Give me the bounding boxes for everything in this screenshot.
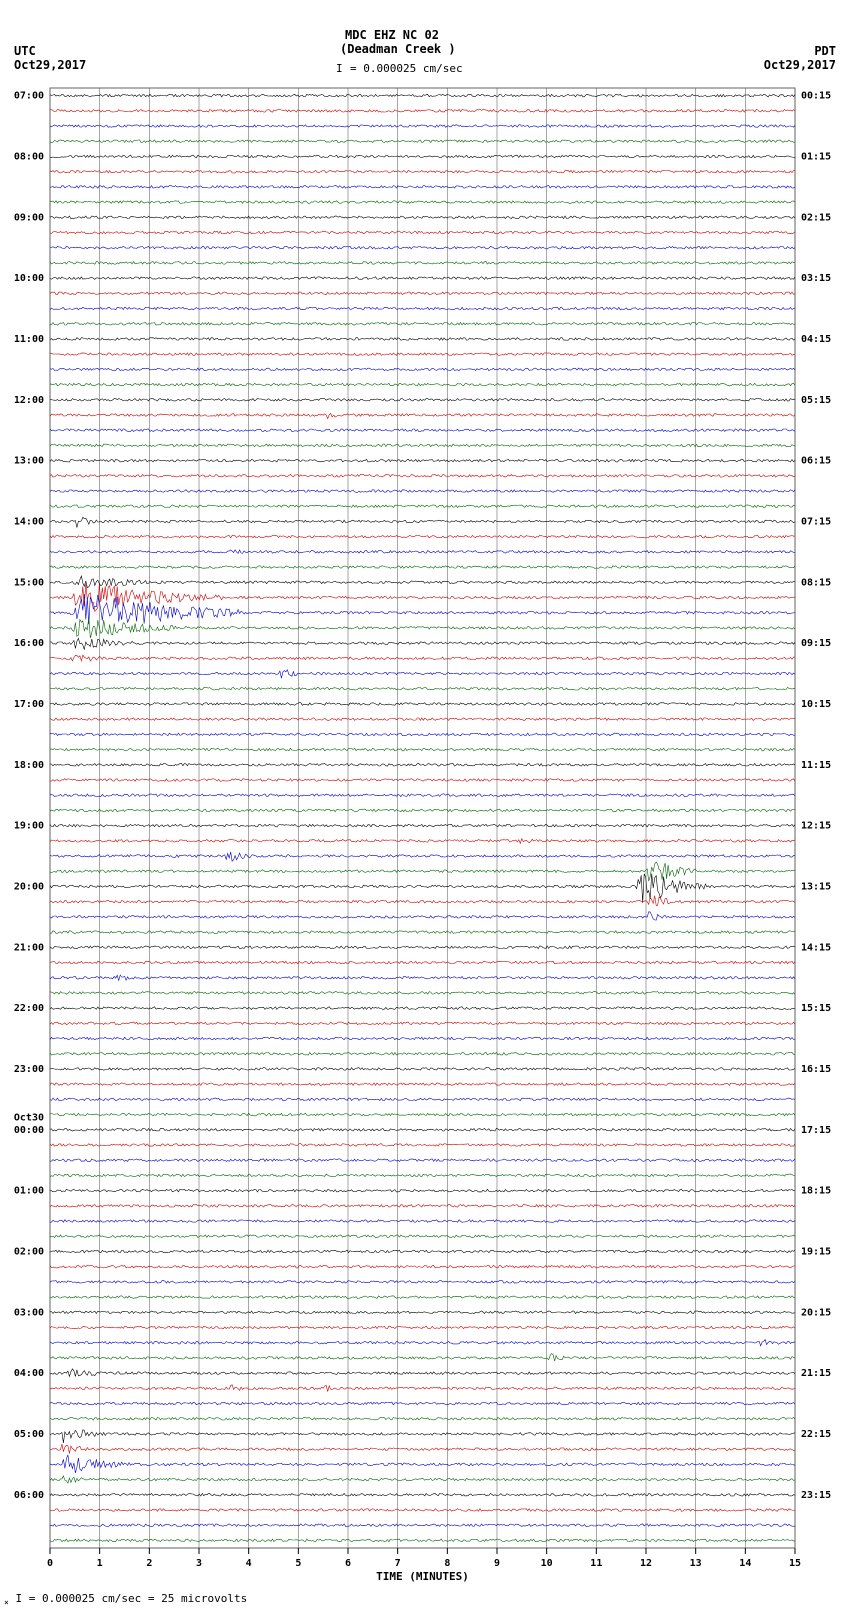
seismogram-svg: 0123456789101112131415TIME (MINUTES)07:0… <box>0 0 850 1613</box>
svg-text:02:00: 02:00 <box>14 1246 44 1257</box>
svg-text:Oct30: Oct30 <box>14 1113 44 1124</box>
svg-text:07:00: 07:00 <box>14 91 44 102</box>
svg-text:11:00: 11:00 <box>14 334 44 345</box>
svg-text:16:15: 16:15 <box>801 1064 831 1075</box>
svg-text:01:00: 01:00 <box>14 1186 44 1197</box>
svg-text:11:15: 11:15 <box>801 760 831 771</box>
svg-text:20:00: 20:00 <box>14 881 44 892</box>
svg-text:0: 0 <box>47 1558 53 1569</box>
svg-text:00:15: 00:15 <box>801 91 831 102</box>
svg-text:21:00: 21:00 <box>14 942 44 953</box>
svg-text:19:00: 19:00 <box>14 821 44 832</box>
svg-text:04:15: 04:15 <box>801 334 831 345</box>
svg-text:15:15: 15:15 <box>801 1003 831 1014</box>
svg-text:9: 9 <box>494 1558 500 1569</box>
svg-text:22:00: 22:00 <box>14 1003 44 1014</box>
svg-text:22:15: 22:15 <box>801 1429 831 1440</box>
svg-text:5: 5 <box>295 1558 301 1569</box>
svg-text:07:15: 07:15 <box>801 516 831 527</box>
svg-text:4: 4 <box>246 1558 252 1569</box>
svg-text:17:00: 17:00 <box>14 699 44 710</box>
svg-text:2: 2 <box>146 1558 152 1569</box>
svg-text:14:15: 14:15 <box>801 942 831 953</box>
svg-text:03:00: 03:00 <box>14 1307 44 1318</box>
svg-text:14: 14 <box>739 1558 751 1569</box>
svg-text:03:15: 03:15 <box>801 273 831 284</box>
svg-text:16:00: 16:00 <box>14 638 44 649</box>
svg-text:09:15: 09:15 <box>801 638 831 649</box>
svg-text:00:00: 00:00 <box>14 1125 44 1136</box>
svg-text:04:00: 04:00 <box>14 1368 44 1379</box>
svg-text:21:15: 21:15 <box>801 1368 831 1379</box>
svg-text:6: 6 <box>345 1558 351 1569</box>
svg-text:13:15: 13:15 <box>801 881 831 892</box>
svg-text:12:15: 12:15 <box>801 821 831 832</box>
svg-text:18:15: 18:15 <box>801 1186 831 1197</box>
svg-text:13:00: 13:00 <box>14 456 44 467</box>
svg-text:17:15: 17:15 <box>801 1125 831 1136</box>
svg-text:15:00: 15:00 <box>14 577 44 588</box>
svg-text:12:00: 12:00 <box>14 395 44 406</box>
svg-text:12: 12 <box>640 1558 652 1569</box>
svg-text:15: 15 <box>789 1558 801 1569</box>
svg-text:01:15: 01:15 <box>801 151 831 162</box>
svg-text:20:15: 20:15 <box>801 1307 831 1318</box>
svg-text:05:15: 05:15 <box>801 395 831 406</box>
svg-text:19:15: 19:15 <box>801 1246 831 1257</box>
svg-text:3: 3 <box>196 1558 202 1569</box>
svg-text:09:00: 09:00 <box>14 212 44 223</box>
svg-text:02:15: 02:15 <box>801 212 831 223</box>
svg-text:TIME (MINUTES): TIME (MINUTES) <box>376 1570 469 1583</box>
svg-text:13: 13 <box>690 1558 702 1569</box>
svg-text:18:00: 18:00 <box>14 760 44 771</box>
svg-text:08:15: 08:15 <box>801 577 831 588</box>
svg-text:06:00: 06:00 <box>14 1490 44 1501</box>
svg-text:08:00: 08:00 <box>14 151 44 162</box>
svg-text:23:15: 23:15 <box>801 1490 831 1501</box>
svg-text:10:15: 10:15 <box>801 699 831 710</box>
svg-text:7: 7 <box>395 1558 401 1569</box>
seismogram-chart: MDC EHZ NC 02 (Deadman Creek ) UTC Oct29… <box>0 0 850 1613</box>
svg-text:8: 8 <box>444 1558 450 1569</box>
svg-text:11: 11 <box>590 1558 602 1569</box>
svg-text:23:00: 23:00 <box>14 1064 44 1075</box>
svg-text:10: 10 <box>541 1558 553 1569</box>
svg-text:10:00: 10:00 <box>14 273 44 284</box>
svg-text:05:00: 05:00 <box>14 1429 44 1440</box>
svg-text:14:00: 14:00 <box>14 516 44 527</box>
svg-text:1: 1 <box>97 1558 103 1569</box>
svg-text:06:15: 06:15 <box>801 456 831 467</box>
